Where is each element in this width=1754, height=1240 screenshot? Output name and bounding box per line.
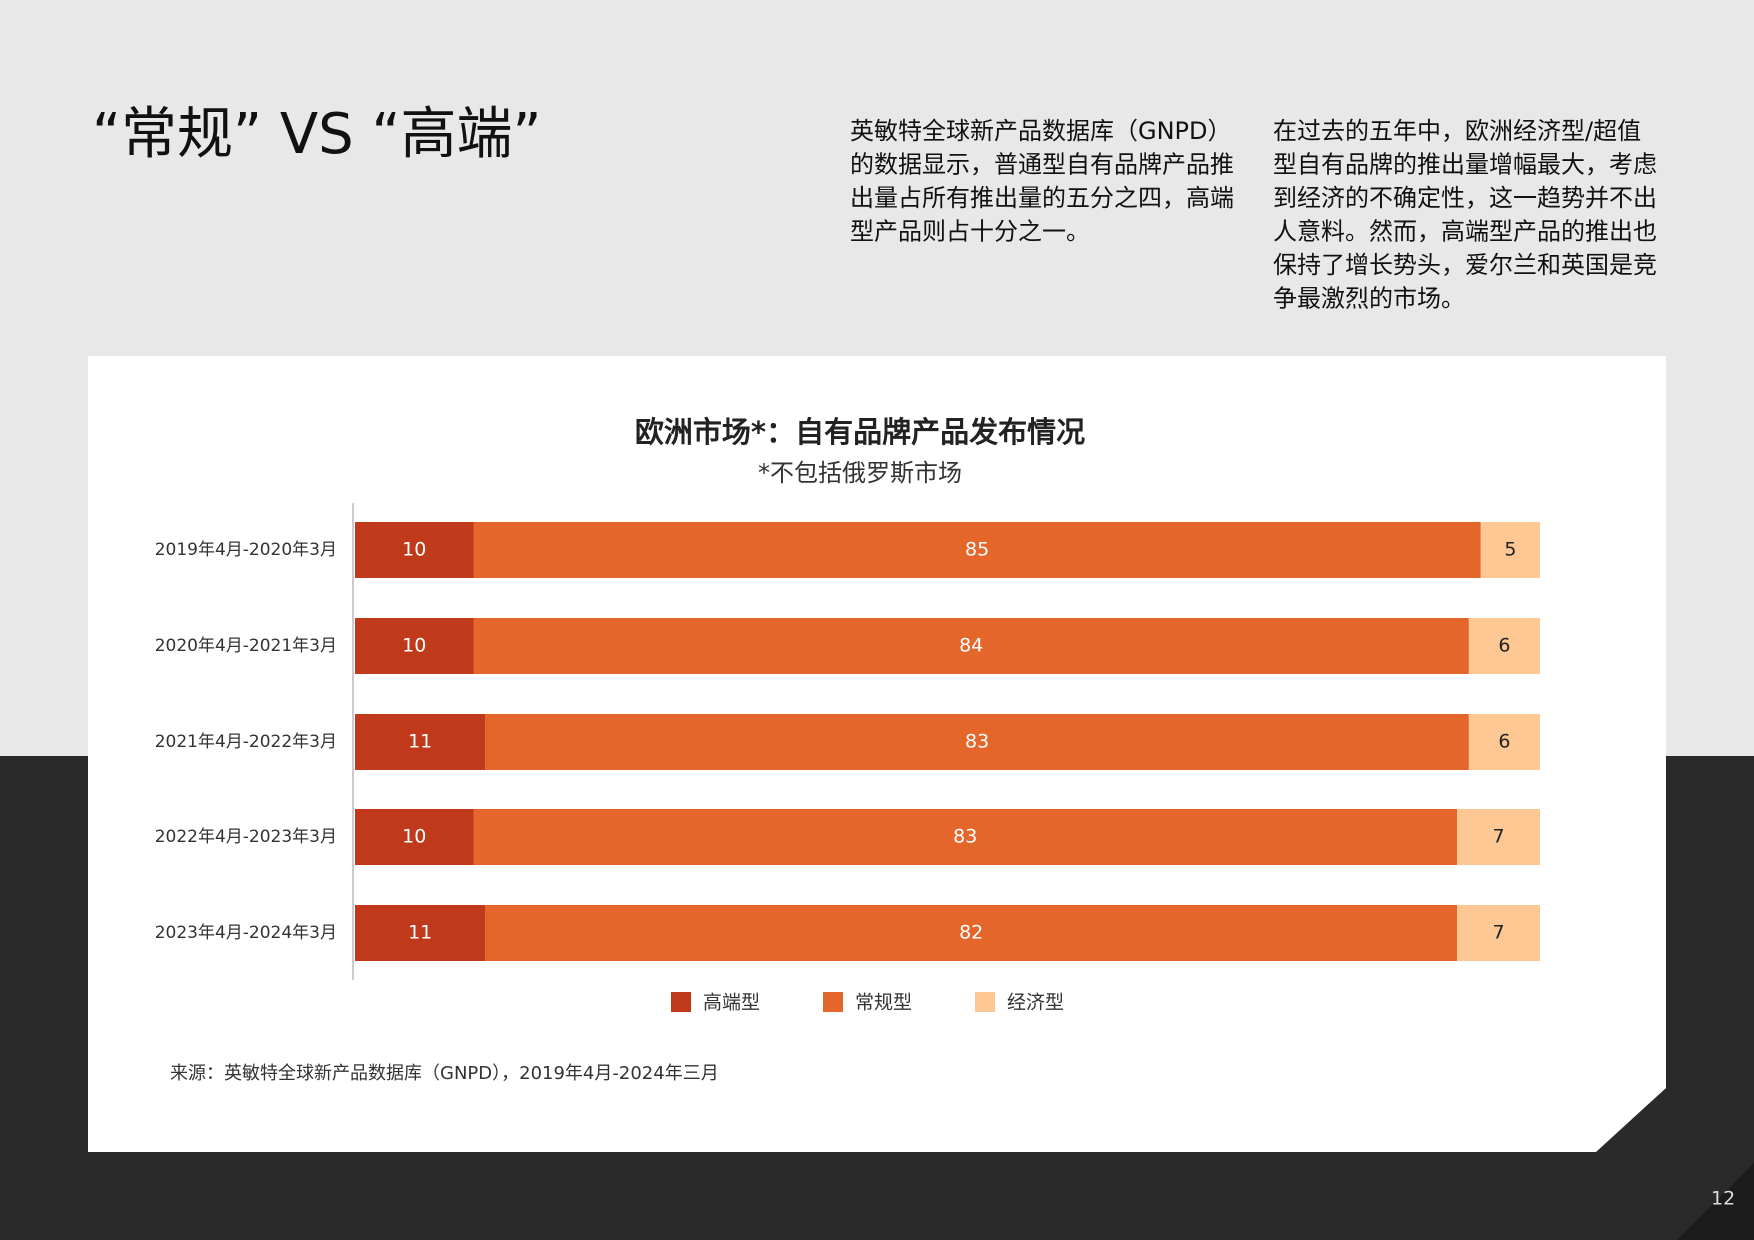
bar-segment <box>473 618 1469 674</box>
legend-label: 常规型 <box>855 992 912 1014</box>
bar-segment <box>355 714 486 770</box>
data-label: 85 <box>965 539 989 561</box>
bar-segment <box>1457 905 1540 961</box>
paragraph-line: 的数据显示，普通型自有品牌产品推 <box>850 151 1234 179</box>
corner-shape <box>1677 1163 1754 1240</box>
legend-swatch <box>975 992 995 1012</box>
bar-segment <box>355 905 486 961</box>
data-label: 84 <box>959 635 983 657</box>
bar-segment <box>1468 714 1540 770</box>
bar-segment <box>485 714 1469 770</box>
bar-segment <box>355 618 474 674</box>
legend-label: 高端型 <box>703 992 760 1014</box>
page-title: “常规” VS “高端” <box>92 102 542 167</box>
category-label: 2022年4月-2023年3月 <box>155 827 337 847</box>
legend-swatch <box>671 992 691 1012</box>
data-label: 11 <box>408 922 432 944</box>
chart-title: 欧洲市场*：自有品牌产品发布情况 <box>635 415 1085 449</box>
bar-segment <box>1457 809 1540 865</box>
category-label: 2023年4月-2024年3月 <box>155 923 337 943</box>
data-label: 83 <box>953 826 977 848</box>
bar-segment <box>473 809 1458 865</box>
data-label: 6 <box>1498 731 1510 753</box>
data-label: 7 <box>1492 826 1504 848</box>
paragraph-line: 英敏特全球新产品数据库（GNPD） <box>850 117 1232 145</box>
bar-segment <box>473 522 1481 578</box>
paragraph-line: 在过去的五年中，欧洲经济型/超值 <box>1273 117 1641 145</box>
paragraph-line: 人意料。然而，高端型产品的推出也 <box>1273 218 1657 246</box>
paragraph-line: 保持了增长势头，爱尔兰和英国是竞 <box>1273 251 1657 279</box>
bar-segment <box>1468 618 1540 674</box>
page-number: 12 <box>1711 1188 1735 1210</box>
bar-segment <box>1480 522 1540 578</box>
data-label: 6 <box>1498 635 1510 657</box>
data-label: 10 <box>402 539 426 561</box>
data-label: 11 <box>408 731 432 753</box>
paragraph-line: 到经济的不确定性，这一趋势并不出 <box>1273 184 1657 212</box>
paragraph-line: 争最激烈的市场。 <box>1273 285 1465 313</box>
category-label: 2019年4月-2020年3月 <box>155 540 337 560</box>
bar-segment <box>355 522 474 578</box>
data-label: 5 <box>1504 539 1516 561</box>
bar-segment <box>485 905 1458 961</box>
category-label: 2021年4月-2022年3月 <box>155 732 337 752</box>
data-label: 10 <box>402 826 426 848</box>
data-label: 10 <box>402 635 426 657</box>
paragraph-line: 型自有品牌的推出量增幅最大，考虑 <box>1273 151 1657 179</box>
source-note: 来源：英敏特全球新产品数据库（GNPD），2019年4月-2024年三月 <box>170 1063 719 1084</box>
data-label: 7 <box>1492 922 1504 944</box>
chart-subtitle: *不包括俄罗斯市场 <box>758 459 962 487</box>
bar-segment <box>355 809 474 865</box>
category-label: 2020年4月-2021年3月 <box>155 636 337 656</box>
data-label: 83 <box>965 731 989 753</box>
data-label: 82 <box>959 922 983 944</box>
paragraph-line: 型产品则占十分之一。 <box>850 218 1090 246</box>
paragraph-line: 出量占所有推出量的五分之四，高端 <box>850 184 1234 212</box>
legend-label: 经济型 <box>1007 992 1064 1014</box>
legend-swatch <box>823 992 843 1012</box>
